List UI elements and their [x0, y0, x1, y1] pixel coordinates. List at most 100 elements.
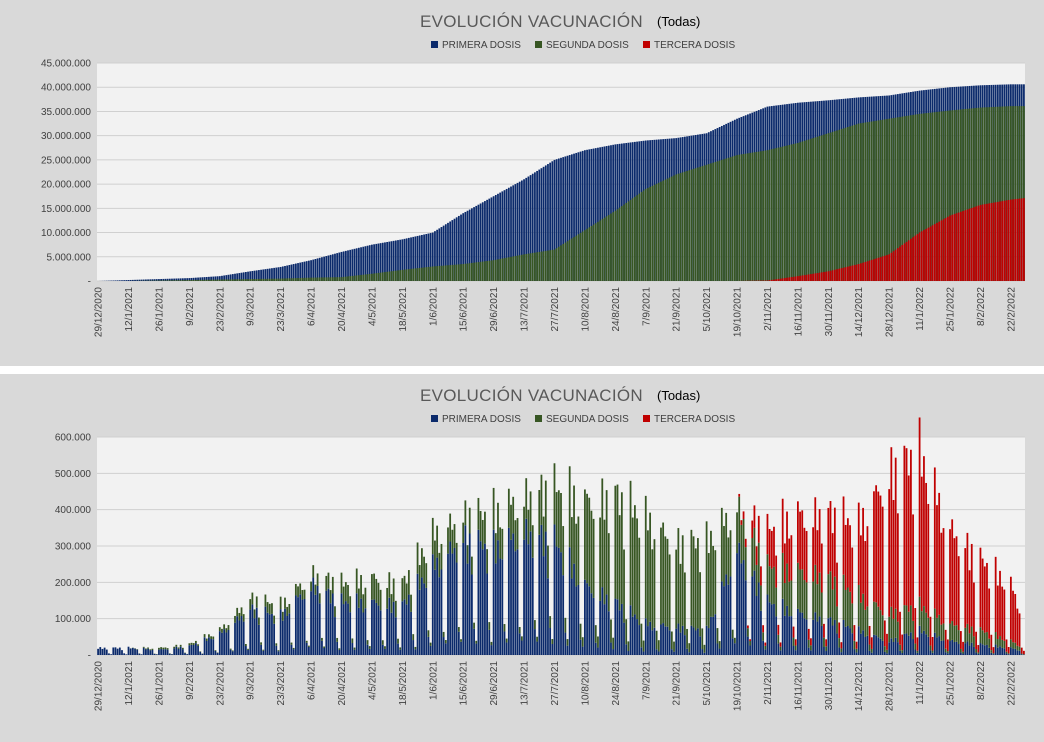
bar-primera	[553, 159, 556, 281]
bar-segunda	[594, 625, 597, 643]
bar-segunda	[627, 201, 630, 281]
bar-primera	[166, 649, 169, 655]
bar-segunda	[186, 280, 189, 281]
bar-tercera	[949, 529, 951, 624]
bar-segunda	[575, 235, 578, 281]
bar-segunda	[603, 519, 606, 605]
bar-segunda	[903, 116, 906, 282]
bar-primera	[303, 598, 306, 655]
bar-primera	[242, 272, 245, 281]
bar-segunda	[594, 223, 597, 281]
bar-primera	[168, 653, 171, 655]
bar-segunda	[364, 587, 367, 609]
bar-segunda	[664, 179, 667, 281]
bar-tercera	[946, 639, 949, 652]
bar-segunda	[996, 106, 999, 282]
bar-primera	[251, 604, 254, 655]
bar-primera	[566, 645, 569, 655]
bar-primera	[197, 645, 199, 655]
bar-segunda	[853, 640, 856, 650]
bar-tercera	[812, 273, 814, 281]
bar-segunda	[160, 280, 163, 281]
bar-segunda	[973, 108, 975, 282]
bar-segunda	[657, 640, 660, 652]
bar-segunda	[560, 245, 562, 281]
bar-segunda	[231, 650, 234, 652]
bar-segunda	[551, 249, 554, 281]
bar-tercera	[940, 532, 943, 625]
bar-primera	[129, 648, 132, 655]
bar-segunda	[829, 571, 832, 618]
bar-primera	[386, 608, 389, 655]
bar-primera	[264, 606, 267, 655]
bar-tercera	[738, 493, 741, 497]
bar-segunda	[816, 584, 819, 622]
bar-segunda	[312, 565, 315, 578]
bar-primera	[905, 633, 908, 655]
bar-segunda	[966, 108, 969, 281]
bar-tercera	[962, 211, 964, 281]
bar-segunda	[286, 606, 289, 616]
bar-tercera	[1009, 199, 1012, 281]
bar-primera	[551, 644, 554, 655]
bar-primera	[342, 251, 345, 281]
bar-segunda	[638, 537, 641, 626]
bar-segunda	[449, 265, 452, 281]
bar-segunda	[520, 636, 523, 641]
bar-segunda	[799, 142, 801, 281]
bar-segunda	[401, 578, 404, 602]
bar-segunda	[273, 615, 276, 624]
bar-tercera	[836, 269, 838, 281]
bar-primera	[205, 276, 208, 281]
bar-segunda	[792, 143, 795, 281]
bar-primera	[221, 275, 223, 281]
bar-segunda	[366, 274, 369, 281]
bar-primera	[310, 260, 312, 281]
bar-segunda	[251, 592, 254, 605]
x-tick-label: 20/4/2021	[337, 287, 348, 332]
bar-primera	[577, 152, 580, 281]
bar-segunda	[303, 589, 306, 599]
bar-tercera	[1007, 199, 1010, 281]
bar-segunda	[823, 637, 825, 647]
bar-primera	[384, 648, 386, 655]
bar-segunda	[725, 512, 728, 575]
bar-tercera	[944, 218, 947, 281]
bar-segunda	[966, 623, 969, 642]
bar-tercera	[931, 225, 934, 281]
bar-segunda	[540, 251, 543, 281]
bar-primera	[514, 184, 517, 281]
bar-primera	[316, 585, 319, 655]
bar-segunda	[203, 279, 206, 281]
bar-segunda	[499, 258, 502, 281]
bar-segunda	[510, 256, 512, 281]
bar-segunda	[796, 142, 799, 281]
bar-segunda	[957, 630, 960, 645]
bar-primera	[129, 279, 132, 281]
bar-primera	[631, 616, 634, 655]
bar-tercera	[783, 278, 786, 281]
bar-primera	[203, 277, 206, 281]
bar-primera	[114, 647, 117, 655]
bar-segunda	[1003, 106, 1006, 281]
bar-segunda	[149, 649, 152, 651]
bar-segunda	[623, 204, 625, 281]
x-tick-label: 10/8/2021	[580, 287, 591, 332]
x-tick-label: 22/2/2022	[1006, 661, 1017, 706]
bar-segunda	[731, 629, 734, 639]
bar-segunda	[673, 175, 675, 281]
bar-primera	[551, 161, 554, 281]
bar-segunda	[610, 619, 612, 643]
bar-primera	[258, 270, 260, 281]
bar-primera	[855, 652, 858, 655]
bar-segunda	[723, 159, 725, 281]
bar-primera	[338, 252, 341, 281]
bar-tercera	[753, 505, 756, 528]
x-tick-label: 23/2/2021	[215, 661, 226, 706]
bar-tercera	[823, 272, 825, 281]
bar-primera	[1014, 648, 1017, 655]
bar-segunda	[281, 611, 284, 621]
bar-primera	[375, 602, 378, 655]
bar-primera	[914, 649, 917, 655]
x-tick-label: 7/9/2021	[641, 287, 652, 326]
